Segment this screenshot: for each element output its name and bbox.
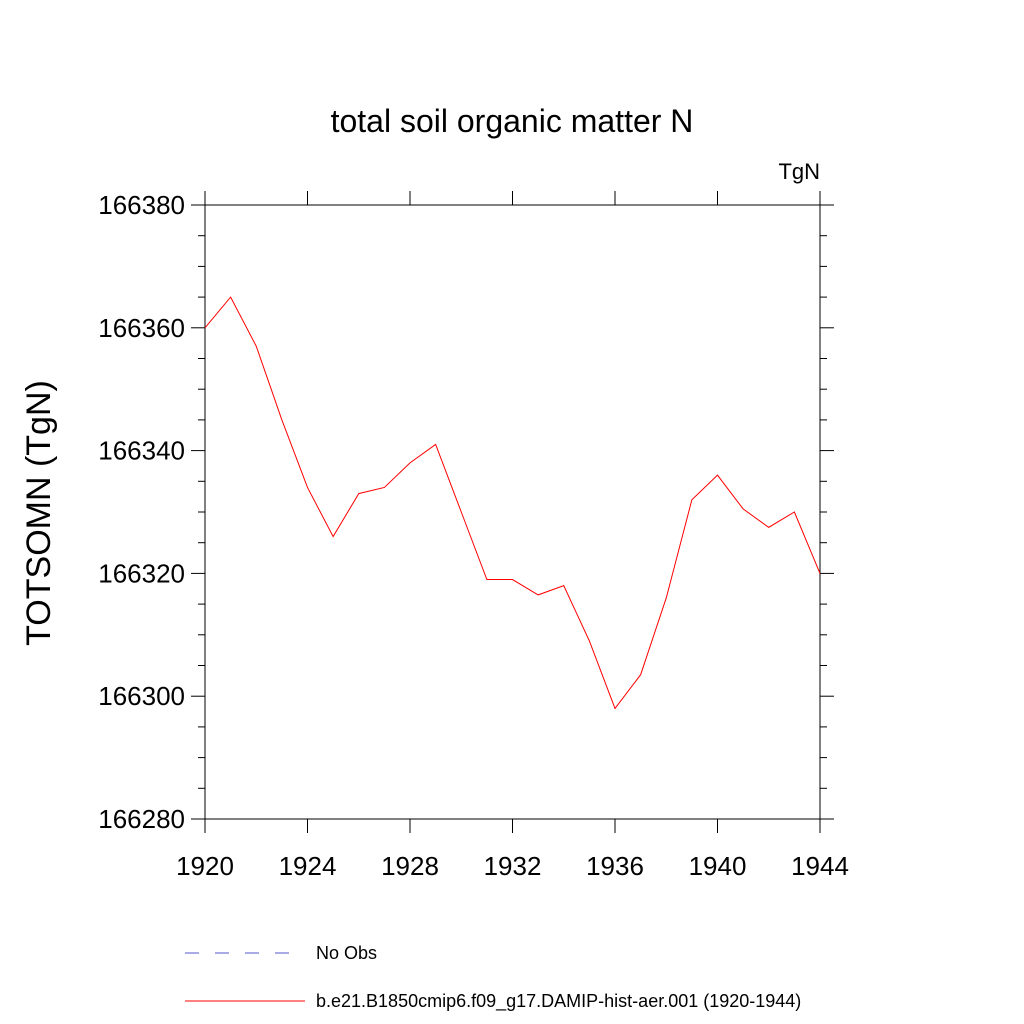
legend-label-model-run: b.e21.B1850cmip6.f09_g17.DAMIP-hist-aer.… bbox=[316, 991, 801, 1012]
x-tick-label: 1928 bbox=[381, 851, 439, 881]
y-tick-label: 166340 bbox=[98, 436, 185, 466]
y-tick-label: 166280 bbox=[98, 804, 185, 834]
y-tick-label: 166320 bbox=[98, 558, 185, 588]
x-tick-label: 1924 bbox=[279, 851, 337, 881]
x-tick-label: 1936 bbox=[586, 851, 644, 881]
y-axis-label: TOTSOMN (TgN) bbox=[20, 380, 58, 646]
x-tick-label: 1944 bbox=[791, 851, 849, 881]
legend: No Obs b.e21.B1850cmip6.f09_g17.DAMIP-hi… bbox=[185, 943, 801, 1012]
chart-title: total soil organic matter N bbox=[331, 103, 694, 139]
y-tick-label: 166380 bbox=[98, 190, 185, 220]
plot-frame bbox=[204, 204, 821, 820]
series-line bbox=[204, 296, 821, 710]
y-tick-label: 166300 bbox=[98, 681, 185, 711]
axis-tick-labels: 1920 1924 1928 1932 1936 1940 1944 166280 166300… bbox=[98, 190, 849, 881]
units-label: TgN bbox=[778, 159, 820, 184]
legend-label-no-obs: No Obs bbox=[316, 943, 377, 963]
y-tick-label: 166360 bbox=[98, 313, 185, 343]
x-tick-label: 1920 bbox=[176, 851, 234, 881]
x-tick-label: 1940 bbox=[689, 851, 747, 881]
series-layer bbox=[204, 296, 821, 710]
axis-ticks bbox=[191, 191, 834, 833]
x-tick-label: 1932 bbox=[484, 851, 542, 881]
